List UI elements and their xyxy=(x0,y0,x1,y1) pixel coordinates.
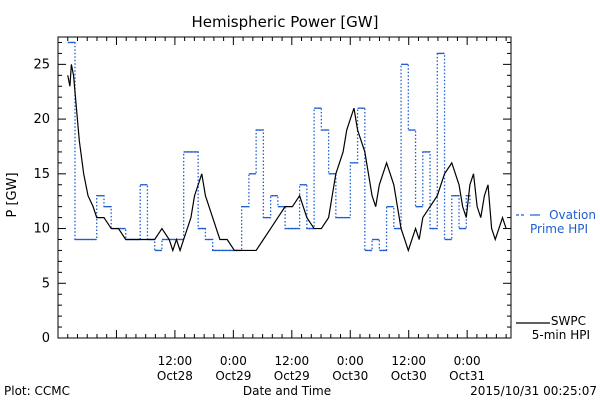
chart-title: Hemispheric Power [GW] xyxy=(192,13,379,31)
x-tick-date-label: Oct29 xyxy=(215,369,251,383)
x-tick-date-label: Oct30 xyxy=(332,369,368,383)
x-tick-time-label: 0:00 xyxy=(337,354,364,368)
y-tick-label: 10 xyxy=(33,222,50,237)
y-tick-label: 20 xyxy=(33,112,50,127)
series-ovation-line xyxy=(67,41,471,252)
y-tick-label: 25 xyxy=(33,57,50,72)
legend-swpc-label-1: SWPC xyxy=(551,314,586,328)
x-tick-date-label: Oct29 xyxy=(274,369,310,383)
x-tick-time-label: 0:00 xyxy=(454,354,481,368)
footer-timestamp: 2015/10/31 00:25:07 xyxy=(470,384,597,398)
series-layer xyxy=(67,41,507,253)
footer-plot-source: Plot: CCMC xyxy=(4,384,70,398)
y-tick-label: 15 xyxy=(33,167,50,182)
legend-swpc: SWPC 5-min HPI xyxy=(516,314,590,342)
y-tick-label: 0 xyxy=(42,331,50,346)
legend-ovation-label-1: Ovation xyxy=(549,208,596,222)
x-tick-date-label: Oct31 xyxy=(449,369,485,383)
x-tick-time-label: 12:00 xyxy=(391,354,426,368)
x-tick-time-label: 0:00 xyxy=(220,354,247,368)
legend-ovation: Ovation Prime HPI xyxy=(516,208,596,236)
legend-swpc-label-2: 5-min HPI xyxy=(532,328,590,342)
legend-ovation-label-2: Prime HPI xyxy=(530,222,588,236)
x-tick-time-label: 12:00 xyxy=(275,354,310,368)
y-tick-label: 5 xyxy=(42,276,50,291)
plot-frame xyxy=(57,36,512,339)
y-axis-ticks: 0 5 10 15 20 25 xyxy=(33,41,511,346)
x-tick-time-label: 12:00 xyxy=(158,354,193,368)
y-axis-label: P [GW] xyxy=(5,172,20,217)
x-axis-ticks: 12:00Oct280:00Oct2912:00Oct290:00Oct3012… xyxy=(57,37,507,383)
series-swpc-line xyxy=(67,64,507,253)
x-tick-date-label: Oct30 xyxy=(391,369,427,383)
x-axis-label: Date and Time xyxy=(243,384,331,398)
x-tick-date-label: Oct28 xyxy=(157,369,193,383)
